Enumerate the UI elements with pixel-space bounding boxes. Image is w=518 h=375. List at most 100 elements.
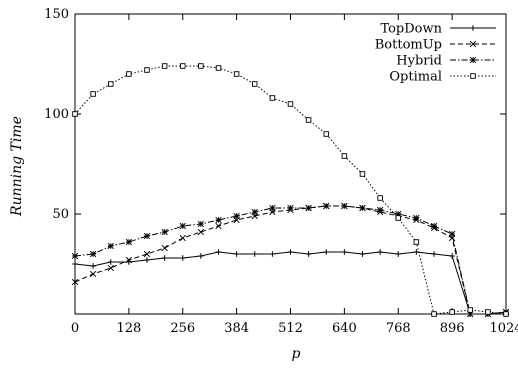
series-bottomup xyxy=(71,202,510,318)
marker-stroke xyxy=(215,222,222,230)
legend-item-bottomup: BottomUp xyxy=(375,38,496,53)
marker-stroke xyxy=(71,252,79,260)
marker-star xyxy=(413,214,420,222)
marker-stroke xyxy=(71,278,79,286)
marker-square xyxy=(144,67,150,73)
legend-label: Hybrid xyxy=(396,54,442,69)
marker-x xyxy=(161,244,168,252)
marker-stroke xyxy=(161,244,168,252)
marker-star xyxy=(341,202,348,210)
marker-star xyxy=(448,230,456,238)
marker-star xyxy=(143,232,151,240)
x-tick-label: 0 xyxy=(71,321,79,336)
marker-stroke xyxy=(197,220,205,228)
marker-plus xyxy=(413,249,420,255)
marker-square xyxy=(269,95,276,101)
legend-label: TopDown xyxy=(380,22,442,37)
x-tick-label: 1024 xyxy=(489,321,518,336)
marker-stroke xyxy=(125,238,133,246)
marker-stroke xyxy=(448,230,456,238)
marker-plus xyxy=(144,257,150,263)
y-tick-label: 100 xyxy=(44,107,69,122)
marker-x xyxy=(215,222,222,230)
marker-x xyxy=(197,228,205,236)
marker-square xyxy=(323,131,330,137)
marker-star xyxy=(269,204,276,212)
marker-x xyxy=(469,40,477,48)
marker-stroke xyxy=(469,56,477,64)
marker-square xyxy=(108,81,114,87)
marker-stroke xyxy=(413,214,420,222)
marker-star xyxy=(197,220,205,228)
marker-x xyxy=(125,256,133,264)
marker-star xyxy=(251,208,258,216)
marker-star xyxy=(430,222,438,230)
marker-square xyxy=(449,309,455,315)
series-line-bottomup xyxy=(74,205,507,315)
marker-plus xyxy=(72,261,78,267)
marker-star xyxy=(359,204,366,212)
marker-star xyxy=(71,252,79,260)
marker-star xyxy=(287,204,294,212)
marker-square xyxy=(126,71,132,77)
marker-square xyxy=(341,153,348,159)
marker-plus xyxy=(341,249,348,255)
marker-square xyxy=(485,309,491,315)
y-tick-label: 150 xyxy=(44,7,69,22)
marker-square xyxy=(467,307,473,313)
marker-square xyxy=(470,73,476,79)
marker-plus xyxy=(377,249,383,255)
marker-star xyxy=(89,250,97,258)
marker-plus xyxy=(323,249,330,255)
marker-plus xyxy=(431,251,437,257)
marker-star xyxy=(305,204,312,212)
marker-star xyxy=(376,206,384,214)
marker-x xyxy=(179,234,186,242)
marker-plus xyxy=(198,253,204,259)
legend-item-hybrid: Hybrid xyxy=(396,54,496,69)
legend-label: BottomUp xyxy=(375,38,442,53)
marker-x xyxy=(71,278,79,286)
marker-stroke xyxy=(323,202,330,210)
marker-stroke xyxy=(215,216,222,224)
marker-stroke xyxy=(89,250,97,258)
marker-square xyxy=(413,239,420,245)
marker-stroke xyxy=(89,270,97,278)
marker-star xyxy=(215,216,222,224)
marker-plus xyxy=(107,259,114,265)
marker-stroke xyxy=(269,204,276,212)
marker-plus xyxy=(359,251,366,257)
marker-stroke xyxy=(107,242,114,250)
marker-square xyxy=(90,91,96,97)
series-hybrid xyxy=(71,202,510,318)
marker-plus xyxy=(233,251,240,257)
marker-stroke xyxy=(341,202,348,210)
marker-stroke xyxy=(143,232,151,240)
ticks: 0 128 256 384 512 640 768 896 1024 50 100 150 xyxy=(44,7,518,336)
marker-plus xyxy=(287,249,294,255)
y-axis-label: Running Time xyxy=(9,116,25,217)
marker-star xyxy=(469,56,477,64)
x-tick-label: 128 xyxy=(116,321,141,336)
legend-label: Optimal xyxy=(389,70,442,85)
x-tick-label: 384 xyxy=(224,321,249,336)
marker-plus xyxy=(215,249,222,255)
marker-stroke xyxy=(430,222,438,230)
marker-stroke xyxy=(469,40,477,48)
marker-x xyxy=(89,270,97,278)
marker-plus xyxy=(449,253,455,259)
marker-stroke xyxy=(233,212,240,220)
marker-plus xyxy=(161,255,168,261)
marker-star xyxy=(107,242,114,250)
marker-stroke xyxy=(359,204,366,212)
marker-x xyxy=(143,250,151,258)
marker-square xyxy=(431,311,437,317)
marker-stroke xyxy=(197,228,205,236)
marker-square xyxy=(395,215,402,221)
series-layer xyxy=(71,63,510,318)
marker-stroke xyxy=(287,204,294,212)
marker-star xyxy=(161,228,168,236)
